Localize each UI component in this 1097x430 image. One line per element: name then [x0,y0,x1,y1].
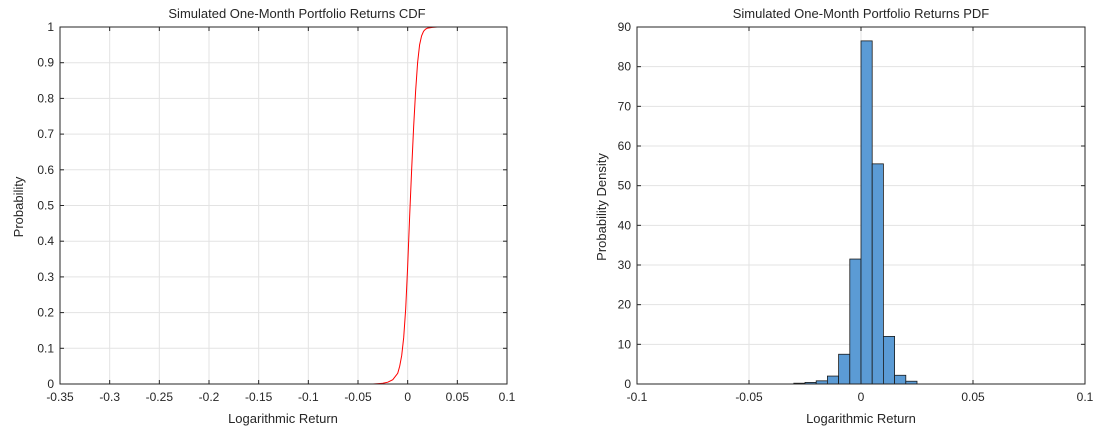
pdf-x-tick-label: -0.1 [627,390,648,404]
cdf-y-tick-label: 0.9 [37,56,54,70]
pdf-y-tick-label: 50 [618,179,632,193]
cdf-y-tick-label: 0.1 [37,341,54,355]
pdf-chart: -0.1 -0.05 0 0.05 0.1 0 10 20 30 40 50 60 70 80 90 Sim… [594,6,1094,426]
cdf-line [84,26,483,385]
cdf-y-tick-label: 0.5 [37,199,54,213]
cdf-y-tick-label: 0.3 [37,270,54,284]
cdf-y-tick-label: 0.6 [37,163,54,177]
pdf-y-tick-label: 70 [618,99,632,113]
pdf-bar [860,40,873,385]
cdf-y-tick-label: 0.2 [37,306,54,320]
pdf-histogram-bars [793,40,918,385]
pdf-y-tick-label: 30 [618,258,632,272]
cdf-x-tick-label: -0.3 [99,390,120,404]
cdf-grid [60,27,507,384]
pdf-x-tick-label: 0.1 [1077,390,1094,404]
pdf-y-tick-label: 10 [618,337,632,351]
pdf-y-tick-label: 0 [624,377,631,391]
pdf-y-tick-label: 20 [618,298,632,312]
cdf-x-axis-label: Logarithmic Return [228,411,338,426]
cdf-x-tick-label: -0.15 [245,390,273,404]
pdf-y-tick-label: 90 [618,20,632,34]
pdf-bar [894,374,907,385]
cdf-y-tick-label: 0.4 [37,234,54,248]
cdf-x-tick-label: -0.25 [146,390,174,404]
pdf-x-axis-label: Logarithmic Return [806,411,916,426]
pdf-chart-title: Simulated One-Month Portfolio Returns PD… [733,6,990,21]
cdf-x-tick-label: -0.1 [298,390,319,404]
cdf-line-series [84,26,483,385]
cdf-y-tick-label: 0 [47,377,54,391]
pdf-bar [883,335,896,385]
cdf-x-tick-label: -0.2 [199,390,220,404]
cdf-chart: -0.35 -0.3 -0.25 -0.2 -0.15 -0.1 -0.05 0 0.05 0.1… [11,6,516,426]
cdf-y-tick-label: 0.7 [37,127,54,141]
cdf-y-tick-label: 0.8 [37,91,54,105]
cdf-chart-title: Simulated One-Month Portfolio Returns CD… [168,6,425,21]
cdf-x-tick-label: 0 [404,390,411,404]
pdf-bar [827,375,840,385]
cdf-x-tick-label: -0.35 [46,390,74,404]
cdf-x-tick-label: 0.1 [499,390,516,404]
cdf-y-tick-label: 1 [47,20,54,34]
pdf-y-tick-label: 40 [618,218,632,232]
pdf-y-axis-label: Probability Density [594,153,609,261]
cdf-y-axis-label: Probability [11,176,26,237]
pdf-x-tick-label: 0.05 [961,390,985,404]
pdf-bar [838,353,851,385]
cdf-x-tick-label: 0.05 [446,390,470,404]
pdf-y-tick-label: 60 [618,139,632,153]
pdf-x-tick-label: 0 [858,390,865,404]
cdf-ticks: -0.35 -0.3 -0.25 -0.2 -0.15 -0.1 -0.05 0 0.05 0.1… [37,20,515,404]
pdf-y-tick-label: 80 [618,60,632,74]
pdf-ticks: -0.1 -0.05 0 0.05 0.1 0 10 20 30 40 50 60 70 80 90 [618,20,1094,404]
pdf-bar [871,163,884,385]
pdf-bar [849,258,862,385]
cdf-x-tick-label: -0.05 [344,390,372,404]
pdf-x-tick-label: -0.05 [735,390,763,404]
